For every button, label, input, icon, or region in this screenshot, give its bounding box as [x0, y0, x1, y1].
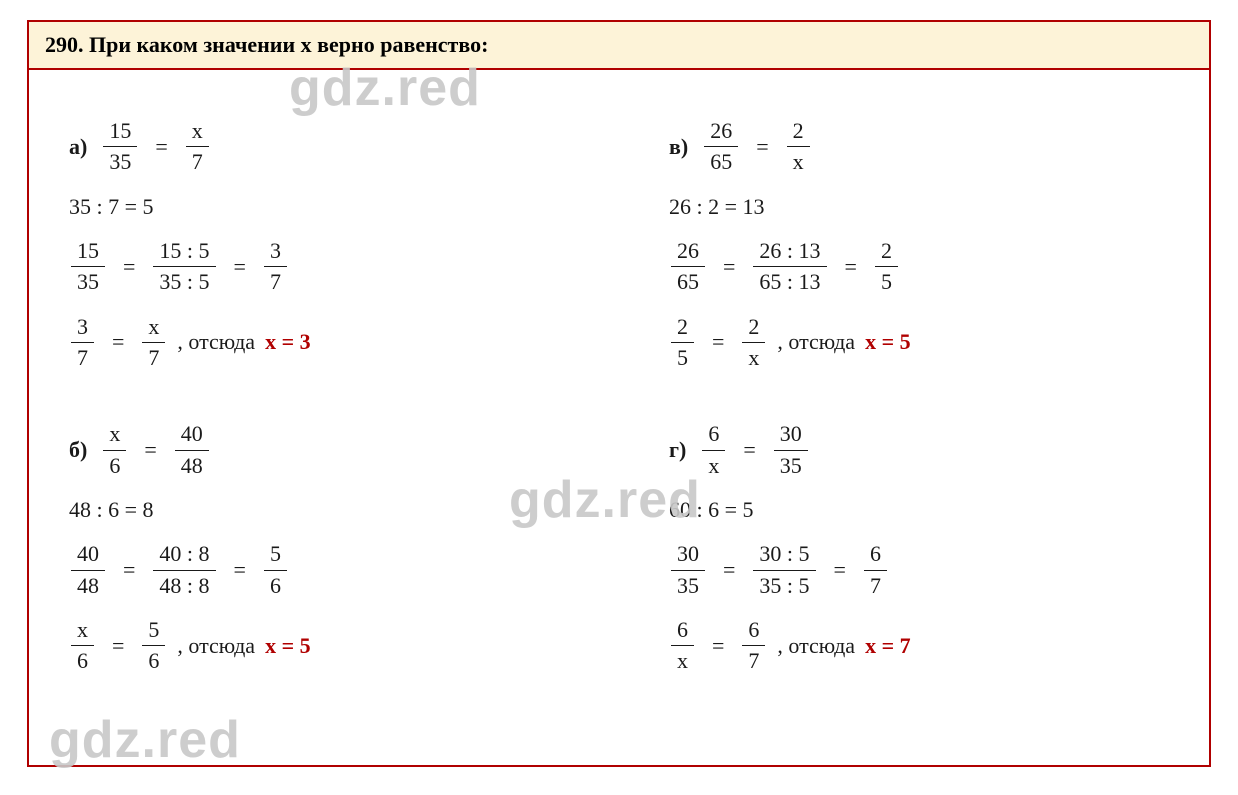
frac: 1535 [71, 238, 105, 296]
problem-g: г) 6x = 3035 60 : 6 = 5 3035 = 30 : 535 … [669, 421, 1169, 674]
frac: 15 : 535 : 5 [153, 238, 215, 296]
frac: 3035 [671, 541, 705, 599]
frac: 25 [875, 238, 898, 296]
equals-sign: = [155, 134, 167, 160]
label-g: г) [669, 437, 686, 463]
frac: 2x [742, 314, 765, 372]
problem-b: б) x6 = 4048 48 : 6 = 8 4048 = 40 : 848 … [69, 421, 569, 674]
frac: 37 [71, 314, 94, 372]
frac: 67 [864, 541, 887, 599]
problem-a-eq3: 37 = x7 , отсюда x = 3 [69, 314, 569, 372]
frac: 1535 [103, 118, 137, 176]
problem-g-eq2: 3035 = 30 : 535 : 5 = 67 [669, 541, 1169, 599]
equals-sign: = [834, 557, 846, 583]
equals-sign: = [234, 254, 246, 280]
equals-sign: = [234, 557, 246, 583]
frac: x6 [103, 421, 126, 479]
problem-number: 290. [45, 32, 84, 57]
frac: 30 : 535 : 5 [753, 541, 815, 599]
conclusion-text: , отсюда [177, 329, 255, 355]
problem-a-step1: 35 : 7 = 5 [69, 194, 569, 220]
frac: 40 : 848 : 8 [153, 541, 215, 599]
problem-g-eq3: 6x = 67 , отсюда x = 7 [669, 617, 1169, 675]
answer-a: x = 3 [265, 329, 311, 355]
right-column: в) 2665 = 2x 26 : 2 = 13 2665 = 26 : 136… [669, 100, 1169, 725]
label-b: б) [69, 437, 87, 463]
equals-sign: = [756, 134, 768, 160]
equals-sign: = [144, 437, 156, 463]
frac: x7 [186, 118, 209, 176]
conclusion-text: , отсюда [177, 633, 255, 659]
answer-b: x = 5 [265, 633, 311, 659]
frac: 37 [264, 238, 287, 296]
problem-v: в) 2665 = 2x 26 : 2 = 13 2665 = 26 : 136… [669, 118, 1169, 371]
conclusion-text: , отсюда [777, 633, 855, 659]
conclusion-text: , отсюда [777, 329, 855, 355]
problem-v-step1: 26 : 2 = 13 [669, 194, 1169, 220]
equals-sign: = [112, 633, 124, 659]
frac: 26 : 1365 : 13 [753, 238, 826, 296]
problem-b-eq1: б) x6 = 4048 [69, 421, 569, 479]
label-a: а) [69, 134, 87, 160]
content-area: gdz.red gdz.red gdz.red а) 1535 = x7 35 … [29, 70, 1209, 765]
equals-sign: = [112, 329, 124, 355]
frac: 2x [787, 118, 810, 176]
problem-b-eq2: 4048 = 40 : 848 : 8 = 56 [69, 541, 569, 599]
frac: 56 [264, 541, 287, 599]
frac: 25 [671, 314, 694, 372]
frac: 67 [742, 617, 765, 675]
problem-b-step1: 48 : 6 = 8 [69, 497, 569, 523]
equals-sign: = [712, 329, 724, 355]
problem-g-step1: 60 : 6 = 5 [669, 497, 1169, 523]
frac: 2665 [671, 238, 705, 296]
problem-a-eq2: 1535 = 15 : 535 : 5 = 37 [69, 238, 569, 296]
problem-text: При каком значении x верно равенство: [89, 32, 488, 57]
frac: 4048 [175, 421, 209, 479]
frac: 56 [142, 617, 165, 675]
problem-header: 290. При каком значении x верно равенств… [29, 22, 1209, 70]
equals-sign: = [712, 633, 724, 659]
frac: 6x [702, 421, 725, 479]
problem-b-eq3: x6 = 56 , отсюда x = 5 [69, 617, 569, 675]
problem-g-eq1: г) 6x = 3035 [669, 421, 1169, 479]
equals-sign: = [723, 557, 735, 583]
left-column: а) 1535 = x7 35 : 7 = 5 1535 = 15 : 535 … [69, 100, 569, 725]
answer-v: x = 5 [865, 329, 911, 355]
frac: x6 [71, 617, 94, 675]
document-frame: 290. При каком значении x верно равенств… [27, 20, 1211, 767]
frac: 3035 [774, 421, 808, 479]
equals-sign: = [723, 254, 735, 280]
frac: 6x [671, 617, 694, 675]
frac: x7 [142, 314, 165, 372]
frac: 2665 [704, 118, 738, 176]
equals-sign: = [123, 557, 135, 583]
columns: а) 1535 = x7 35 : 7 = 5 1535 = 15 : 535 … [69, 100, 1169, 725]
problem-v-eq2: 2665 = 26 : 1365 : 13 = 25 [669, 238, 1169, 296]
problem-v-eq1: в) 2665 = 2x [669, 118, 1169, 176]
problem-a-eq1: а) 1535 = x7 [69, 118, 569, 176]
problem-a: а) 1535 = x7 35 : 7 = 5 1535 = 15 : 535 … [69, 118, 569, 371]
problem-v-eq3: 25 = 2x , отсюда x = 5 [669, 314, 1169, 372]
label-v: в) [669, 134, 688, 160]
frac: 4048 [71, 541, 105, 599]
answer-g: x = 7 [865, 633, 911, 659]
equals-sign: = [845, 254, 857, 280]
equals-sign: = [123, 254, 135, 280]
equals-sign: = [743, 437, 755, 463]
